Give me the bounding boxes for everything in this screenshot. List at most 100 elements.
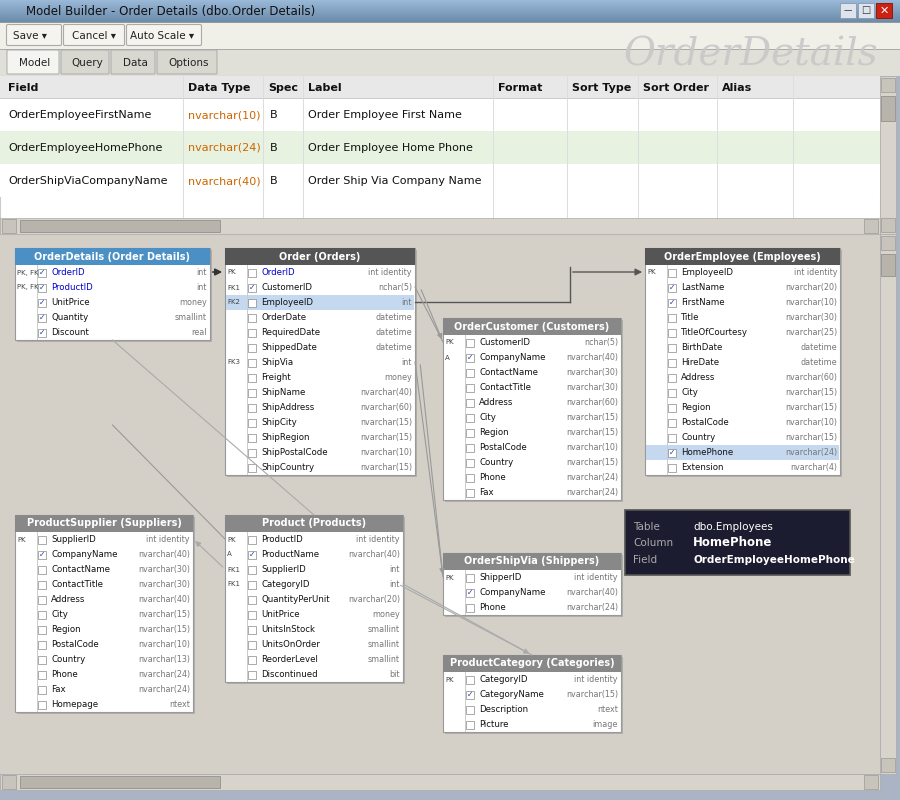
Bar: [38, 550, 46, 558]
Bar: [248, 389, 256, 397]
FancyBboxPatch shape: [61, 50, 109, 74]
Text: Column: Column: [633, 538, 673, 548]
Text: FK3: FK3: [227, 359, 240, 366]
Text: City: City: [479, 413, 496, 422]
Text: Extension: Extension: [681, 463, 724, 472]
Text: nvarchar(10): nvarchar(10): [785, 418, 837, 427]
Text: Country: Country: [479, 458, 513, 467]
Bar: [0, 20, 900, 21]
Bar: [38, 701, 46, 709]
Bar: [38, 641, 46, 649]
Bar: [227, 517, 405, 684]
Text: ShipRegion: ShipRegion: [261, 433, 310, 442]
Text: TitleOfCourtesy: TitleOfCourtesy: [681, 328, 748, 337]
Bar: [248, 374, 256, 382]
Bar: [248, 641, 256, 649]
Text: ShipName: ShipName: [261, 388, 305, 397]
Bar: [15, 515, 193, 712]
Text: Order Employee First Name: Order Employee First Name: [308, 110, 462, 120]
Bar: [567, 76, 568, 234]
Text: ✓: ✓: [249, 550, 256, 559]
Text: OrderShipVia (Shippers): OrderShipVia (Shippers): [464, 557, 599, 566]
Bar: [263, 76, 264, 234]
Text: real: real: [192, 328, 207, 337]
Bar: [248, 418, 256, 426]
Text: Order Employee Home Phone: Order Employee Home Phone: [308, 143, 472, 153]
Text: Order Ship Via Company Name: Order Ship Via Company Name: [308, 176, 482, 186]
Text: nvarchar(15): nvarchar(15): [566, 413, 618, 422]
Text: nvarchar(10): nvarchar(10): [360, 448, 412, 457]
Bar: [248, 595, 256, 603]
Text: nvarchar(10): nvarchar(10): [188, 110, 260, 120]
Text: nvarchar(24): nvarchar(24): [566, 488, 618, 497]
Bar: [38, 298, 46, 306]
Bar: [248, 449, 256, 457]
Text: RequiredDate: RequiredDate: [261, 328, 320, 337]
Bar: [225, 515, 403, 682]
Bar: [668, 418, 676, 426]
Text: image: image: [592, 720, 618, 729]
Text: FK1: FK1: [227, 285, 240, 290]
Bar: [38, 595, 46, 603]
Text: int identity: int identity: [574, 675, 618, 684]
Text: □: □: [861, 5, 870, 15]
Bar: [38, 610, 46, 618]
Text: SupplierID: SupplierID: [51, 535, 95, 544]
Bar: [466, 443, 474, 451]
Text: Data Type: Data Type: [188, 83, 250, 93]
Bar: [38, 626, 46, 634]
Bar: [0, 6, 900, 7]
Text: OrderEmployeeHomePhone: OrderEmployeeHomePhone: [8, 143, 162, 153]
Text: int: int: [196, 268, 207, 277]
Bar: [0, 19, 900, 20]
Text: nvarchar(40): nvarchar(40): [566, 353, 618, 362]
Bar: [881, 254, 895, 276]
Bar: [227, 250, 417, 477]
Text: nvarchar(15): nvarchar(15): [785, 433, 837, 442]
Text: nvarchar(15): nvarchar(15): [566, 428, 618, 437]
Bar: [225, 248, 415, 265]
Text: PK, FK2: PK, FK2: [17, 285, 43, 290]
Bar: [466, 414, 474, 422]
Bar: [0, 76, 880, 98]
Text: int: int: [390, 565, 400, 574]
Text: money: money: [373, 610, 400, 619]
Text: ✓: ✓: [39, 550, 45, 559]
Bar: [15, 248, 210, 265]
Text: ShipperID: ShipperID: [479, 573, 521, 582]
Bar: [466, 489, 474, 497]
Text: bit: bit: [390, 670, 400, 679]
Bar: [38, 686, 46, 694]
Text: int identity: int identity: [794, 268, 837, 277]
Bar: [248, 343, 256, 351]
Text: Address: Address: [681, 373, 716, 382]
Bar: [0, 8, 900, 9]
Text: A: A: [445, 354, 450, 361]
Text: nchar(5): nchar(5): [378, 283, 412, 292]
Bar: [0, 3, 900, 4]
Bar: [0, 18, 900, 19]
Bar: [17, 250, 212, 342]
Bar: [647, 250, 842, 477]
Text: Description: Description: [479, 705, 528, 714]
Text: ShipVia: ShipVia: [261, 358, 293, 367]
Bar: [0, 774, 880, 790]
Bar: [864, 775, 878, 789]
Bar: [645, 248, 840, 265]
Text: ShipCountry: ShipCountry: [261, 463, 314, 472]
Bar: [466, 338, 474, 346]
Text: OrderEmployeeFirstName: OrderEmployeeFirstName: [8, 110, 151, 120]
Text: UnitPrice: UnitPrice: [51, 298, 90, 307]
Text: Address: Address: [51, 595, 86, 604]
Text: B: B: [270, 143, 277, 153]
Text: nvarchar(40): nvarchar(40): [566, 588, 618, 597]
Text: int identity: int identity: [356, 535, 400, 544]
Bar: [0, 16, 900, 17]
Bar: [717, 76, 718, 234]
Text: Model: Model: [20, 58, 50, 68]
Text: int: int: [196, 283, 207, 292]
Text: OrderEmployeeHomePhone: OrderEmployeeHomePhone: [693, 555, 855, 565]
Bar: [443, 553, 621, 570]
Text: EmployeeID: EmployeeID: [261, 298, 313, 307]
Text: ProductID: ProductID: [51, 283, 93, 292]
